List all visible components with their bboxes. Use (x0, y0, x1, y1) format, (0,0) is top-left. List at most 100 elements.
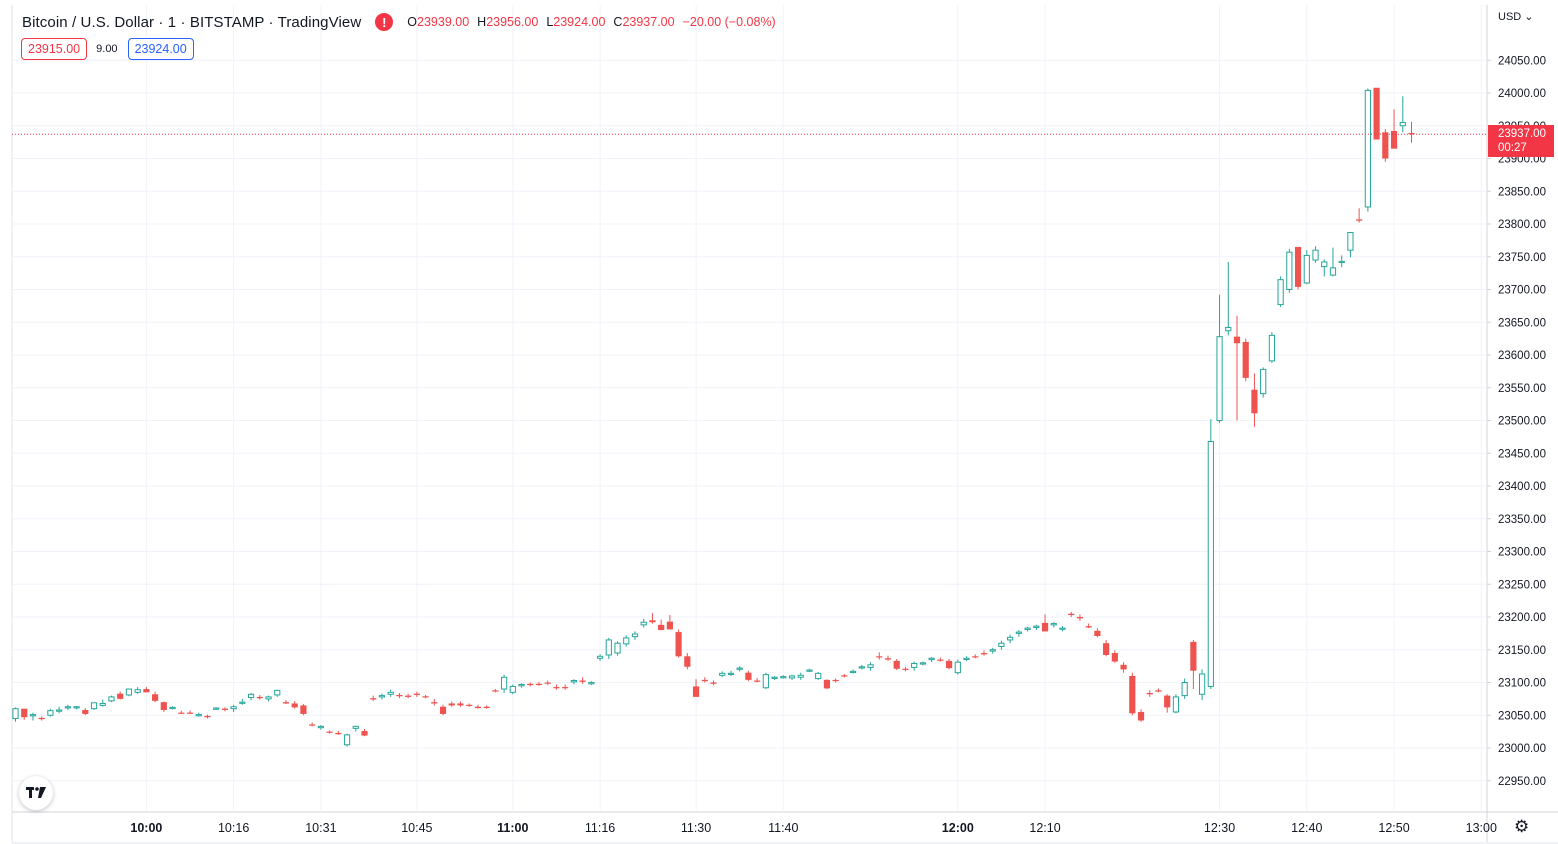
candle-body (1068, 613, 1075, 616)
candle-body (361, 730, 368, 736)
candle-body (1408, 132, 1415, 135)
candle (29, 712, 37, 721)
candle-body (204, 715, 211, 718)
candle-body (457, 703, 464, 706)
time-tick-label: 12:40 (1291, 821, 1322, 835)
candle (1190, 639, 1197, 690)
candle-body (736, 667, 743, 670)
chart-grid (11, 5, 1558, 844)
candle-body (352, 725, 359, 729)
time-tick-label: 12:10 (1029, 821, 1060, 835)
candle-body (954, 661, 961, 674)
candle-body (1251, 389, 1258, 414)
candle (108, 695, 115, 703)
candle-series (12, 87, 1415, 747)
candle-body (1390, 130, 1398, 149)
candle (1373, 87, 1380, 140)
spread-value: 9.00 (96, 43, 118, 55)
candle (649, 613, 656, 624)
candle (282, 700, 290, 705)
candle-body (1312, 249, 1319, 261)
bar-countdown: 00:27 (1498, 142, 1527, 154)
candle-body (911, 663, 918, 668)
candle (56, 706, 63, 714)
high-value: 23956.00 (486, 15, 539, 29)
candle (204, 714, 211, 719)
candle (1329, 247, 1337, 277)
candle (247, 692, 255, 701)
alert-icon[interactable]: ! (375, 13, 394, 31)
candle (579, 677, 586, 684)
candle-body (797, 674, 804, 678)
candle-body (1356, 219, 1363, 221)
price-tick-label: 23200.00 (1498, 612, 1546, 624)
candle-body (518, 683, 525, 687)
candle (850, 669, 857, 674)
candle (954, 659, 961, 675)
price-axis[interactable]: 22950.00 23000.00 23050.00 23100.00 23150.00… (1487, 55, 1546, 788)
candle (73, 706, 80, 710)
candle (1120, 662, 1127, 673)
candle-body (989, 649, 996, 652)
candle-body (832, 679, 839, 682)
candle-body (1286, 251, 1293, 290)
candle-body (134, 689, 141, 693)
candle-body (309, 724, 316, 726)
candle-body (1146, 692, 1153, 695)
buy-price-button[interactable]: 23924.00 (127, 38, 194, 60)
candle (1286, 248, 1293, 293)
candle-body (12, 708, 19, 720)
candle-body (623, 637, 630, 645)
tradingview-logo-icon[interactable] (19, 776, 53, 810)
candle-body (431, 702, 438, 704)
candle-body (1103, 643, 1110, 655)
settings-gear-icon[interactable]: ⚙ (1514, 817, 1530, 836)
candle (1059, 626, 1066, 632)
candle-body (178, 712, 185, 714)
candle-body (73, 706, 80, 709)
price-tick-label: 23350.00 (1498, 514, 1546, 526)
candle-body (117, 693, 124, 699)
candle (405, 693, 412, 699)
candle (780, 675, 787, 679)
candle (797, 672, 804, 680)
candle (501, 674, 508, 693)
candle-body (1294, 246, 1302, 287)
candle (1382, 129, 1389, 162)
candle-body (326, 731, 333, 733)
candle-body (125, 688, 133, 696)
time-tick-label: 12:50 (1378, 821, 1409, 835)
candle (178, 710, 185, 714)
candle (1033, 624, 1040, 631)
candle (90, 702, 98, 711)
candle-body (1007, 636, 1014, 641)
candle (745, 670, 752, 682)
candle-body (527, 683, 534, 686)
candle (99, 699, 106, 707)
candle (1399, 96, 1406, 133)
candle-body (640, 621, 647, 626)
candle-body (605, 639, 612, 656)
candle (937, 657, 944, 662)
candle-body (1364, 89, 1371, 208)
candle (605, 637, 612, 659)
time-tick-label: 11:40 (768, 821, 798, 835)
candle (762, 672, 769, 690)
candle (710, 680, 717, 686)
candle-body (405, 695, 412, 697)
time-axis[interactable]: 10:00 10:16 10:31 10:45 11:00 11:16 11:30 11:40… (130, 821, 1497, 835)
candle-body (1233, 336, 1241, 344)
sell-price-button[interactable]: 23915.00 (21, 38, 88, 60)
candle-body (1303, 254, 1310, 284)
symbol-title[interactable]: Bitcoin / U.S. Dollar · 1 · BITSTAMP · T… (22, 13, 362, 31)
candle (596, 654, 604, 661)
candle (1408, 121, 1415, 143)
candle-body (806, 669, 813, 672)
candle-body (239, 701, 246, 704)
currency-selector[interactable]: USD ⌄ (1498, 11, 1534, 23)
candle-body (413, 693, 420, 695)
time-tick-label: 10:45 (401, 821, 432, 835)
time-tick-label: 11:16 (585, 821, 615, 835)
price-tick-label: 23000.00 (1498, 743, 1546, 755)
